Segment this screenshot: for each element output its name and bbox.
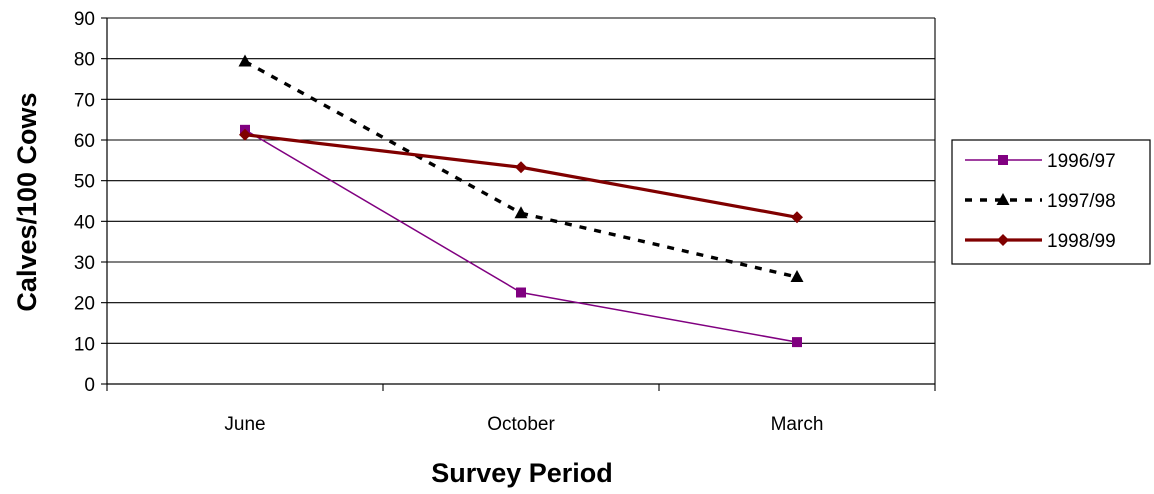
data-point [514, 206, 528, 219]
y-tick-label: 20 [74, 294, 95, 315]
y-tick-label: 10 [74, 334, 95, 355]
series-line [244, 133, 798, 219]
y-tick-label: 40 [74, 212, 95, 233]
y-axis-title: Calves/100 Cows [12, 92, 42, 311]
y-tick-label: 50 [74, 172, 95, 193]
data-point [516, 287, 526, 298]
x-tick-label: October [487, 414, 555, 435]
legend: 1996/97 1997/98 1998/99 [951, 139, 1151, 265]
data-point [238, 54, 252, 67]
data-point [792, 337, 802, 348]
tick-labels: 0 10 20 30 40 50 60 70 80 90 June October March [74, 9, 824, 435]
y-tick-label: 70 [74, 90, 95, 111]
data-point [790, 270, 804, 283]
legend-item: 1997/98 [965, 191, 1116, 212]
x-tick-label: March [771, 414, 824, 435]
data-point [515, 161, 527, 174]
axes [101, 17, 936, 391]
data-point [791, 211, 803, 224]
y-tick-label: 60 [74, 131, 95, 152]
legend-item: 1998/99 [965, 231, 1116, 252]
series-1998-99 [239, 128, 803, 224]
legend-label: 1998/99 [1047, 231, 1116, 252]
x-tick-label: June [224, 414, 265, 435]
legend-marker [996, 193, 1010, 205]
series-1997-98 [238, 54, 804, 283]
y-tick-label: 80 [74, 50, 95, 71]
legend-label: 1997/98 [1047, 191, 1116, 212]
y-tick-label: 90 [74, 9, 95, 30]
legend-marker [998, 155, 1008, 165]
y-tick-label: 0 [84, 375, 95, 396]
series-1996-97 [240, 124, 802, 348]
legend-label: 1996/97 [1047, 151, 1116, 172]
legend-item: 1996/97 [965, 151, 1116, 172]
y-tick-label: 30 [74, 253, 95, 274]
legend-marker [997, 234, 1009, 246]
x-axis-title: Survey Period [431, 458, 613, 488]
series-group [238, 54, 804, 348]
data-point [239, 128, 251, 141]
